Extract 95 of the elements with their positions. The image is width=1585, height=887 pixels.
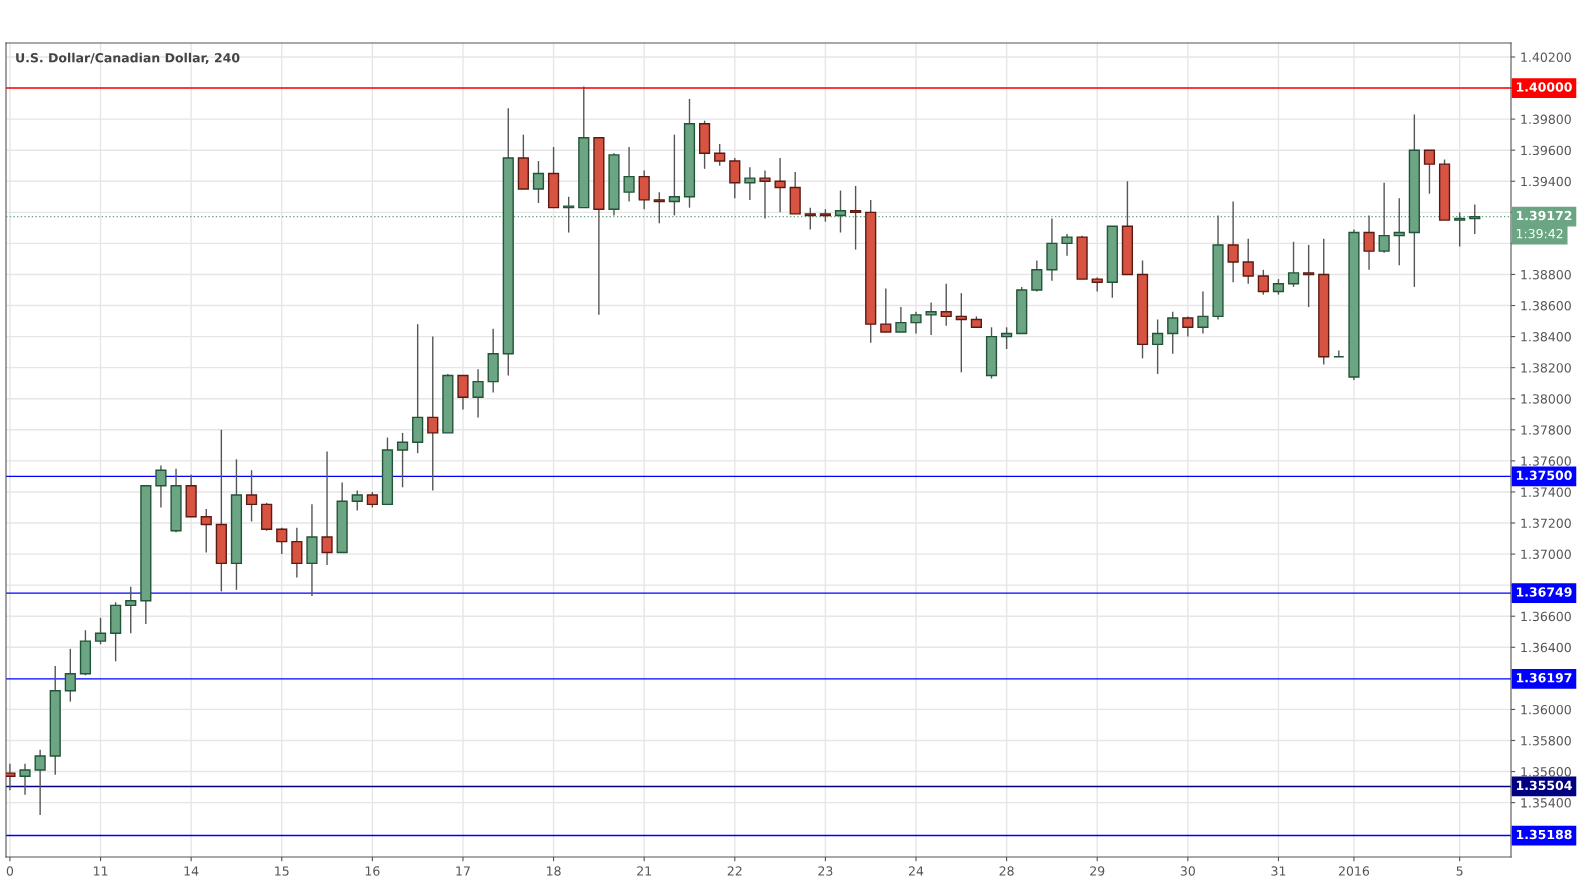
y-tick-label: 1.37200 xyxy=(1521,518,1571,528)
ref-line-label: 1.39172 xyxy=(1516,210,1572,221)
x-tick-label: 21 xyxy=(637,866,651,876)
ref-line-label: 1.36749 xyxy=(1516,587,1572,597)
y-tick-label: 1.37600 xyxy=(1521,456,1571,466)
candlestick xyxy=(925,301,937,336)
y-tick-label: 1.39800 xyxy=(1521,114,1571,125)
candlestick xyxy=(774,157,786,214)
x-tick-label: 29 xyxy=(1090,866,1105,876)
candlestick xyxy=(1167,311,1179,355)
y-tick-label: 1.38000 xyxy=(1521,394,1571,404)
candlestick xyxy=(623,146,635,203)
candlestick xyxy=(849,185,862,251)
y-tick-label: 1.37000 xyxy=(1521,549,1571,560)
candlestick xyxy=(668,133,680,217)
candlestick xyxy=(1363,214,1375,271)
candlestick xyxy=(1423,149,1436,195)
y-tick-label: 1.38400 xyxy=(1521,332,1571,342)
candlestick xyxy=(714,143,726,167)
candlestick xyxy=(1031,259,1043,293)
candlestick xyxy=(759,169,771,220)
ref-line-label: 1.35188 xyxy=(1516,829,1572,840)
x-tick-label: 18 xyxy=(546,866,561,876)
x-tick-label: 16 xyxy=(365,866,380,876)
candlestick xyxy=(245,469,258,523)
x-tick-label: 11 xyxy=(93,866,108,876)
text: U.S. Dollar/Canadian Dollar, 240 xyxy=(16,52,240,65)
x-tick-label: 17 xyxy=(456,866,470,876)
candlestick xyxy=(1257,269,1269,296)
candlestick xyxy=(200,508,212,554)
x-tick-label: 5 xyxy=(1456,866,1463,876)
y-tick-label: 1.39400 xyxy=(1521,176,1571,187)
y-tick-label: 1.39600 xyxy=(1521,145,1571,156)
candlestick xyxy=(1197,290,1209,335)
candlestick xyxy=(955,292,967,374)
candlestick xyxy=(532,160,545,204)
candlestick xyxy=(1227,200,1239,283)
y-tick-label: 1.35400 xyxy=(1521,798,1571,808)
candlestick xyxy=(1152,318,1164,375)
candlestick xyxy=(1333,349,1345,358)
y-tick-label: 1.40200 xyxy=(1521,52,1571,62)
ref-line-label: 1.37500 xyxy=(1516,470,1572,481)
x-tick-label: 14 xyxy=(184,866,199,876)
x-tick-label: 22 xyxy=(727,866,742,876)
candlestick xyxy=(653,191,665,224)
y-tick-label: 1.37400 xyxy=(1521,487,1571,497)
candlestick xyxy=(276,526,288,555)
candlestick xyxy=(34,749,46,816)
x-tick-label: 23 xyxy=(818,866,833,876)
candlestick xyxy=(321,450,333,566)
y-tick-label: 1.35800 xyxy=(1521,735,1571,746)
candlestick xyxy=(19,763,31,796)
candlestick xyxy=(910,311,922,335)
y-tick-label: 1.38600 xyxy=(1521,301,1571,311)
candlestick xyxy=(1061,233,1073,257)
candlestick xyxy=(125,586,137,635)
y-tick-label: 1.36000 xyxy=(1521,704,1571,715)
candlestick xyxy=(1182,315,1194,338)
candlestick xyxy=(804,206,816,231)
candlestick xyxy=(64,648,76,703)
candlestick xyxy=(351,489,363,512)
candlestick xyxy=(880,287,892,333)
candlestick xyxy=(1242,238,1254,285)
candlestick xyxy=(94,617,107,645)
text: 1:39:42 xyxy=(1516,228,1563,239)
candlestick xyxy=(427,335,439,492)
candlestick xyxy=(638,169,650,210)
candlestick xyxy=(1001,326,1013,350)
ref-line-label: 1.35504 xyxy=(1516,780,1572,791)
candlestick xyxy=(472,368,484,419)
y-tick-label: 1.35600 xyxy=(1521,767,1571,777)
y-tick-label: 1.38200 xyxy=(1521,363,1571,373)
candlestick xyxy=(895,306,907,333)
x-tick-label: 2016 xyxy=(1338,866,1370,876)
x-tick-label: 31 xyxy=(1271,866,1286,876)
y-tick-label: 1.38800 xyxy=(1521,269,1571,280)
candlestick xyxy=(291,526,303,579)
candlestick xyxy=(744,166,756,201)
ref-line-label: 1.36197 xyxy=(1516,672,1572,683)
candlestick xyxy=(457,374,469,411)
ref-line-label: 1.40000 xyxy=(1516,82,1572,92)
x-tick-label: 30 xyxy=(1180,866,1195,876)
candlestick xyxy=(940,283,952,327)
candlestick xyxy=(1287,241,1300,288)
candlestick xyxy=(1303,244,1315,308)
y-tick-label: 1.36600 xyxy=(1521,611,1571,622)
y-tick-label: 1.36400 xyxy=(1521,642,1571,653)
x-tick-label: 24 xyxy=(908,866,924,876)
y-tick-label: 1.37800 xyxy=(1521,425,1571,435)
candlestick xyxy=(396,432,409,488)
candlestick xyxy=(155,464,167,509)
x-tick-label: 15 xyxy=(275,866,289,876)
candlestick xyxy=(729,157,741,200)
x-tick-label: 0 xyxy=(6,866,14,876)
x-tick-label: 28 xyxy=(999,866,1014,876)
